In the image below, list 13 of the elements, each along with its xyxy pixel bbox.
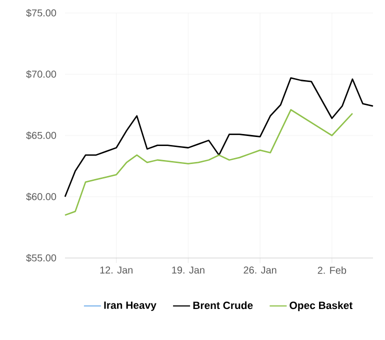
legend-label: Opec Basket (290, 301, 353, 312)
y-tick-label: $75.00 (26, 8, 56, 18)
y-tick-label: $60.00 (26, 192, 56, 201)
x-tick-label: 2. Feb (318, 266, 346, 274)
x-tick-label: 19. Jan (172, 266, 204, 274)
line-series (64, 77, 374, 198)
y-tick-label: $65.00 (26, 131, 56, 140)
y-tick-label: $55.00 (26, 254, 56, 262)
legend-label: Iran Heavy (104, 302, 156, 311)
legend-label: Brent Crude (193, 301, 253, 310)
x-tick-label: 26. Jan (244, 266, 276, 274)
y-tick-label: $70.00 (26, 70, 56, 78)
x-tick-label: 12. Jan (100, 266, 132, 274)
